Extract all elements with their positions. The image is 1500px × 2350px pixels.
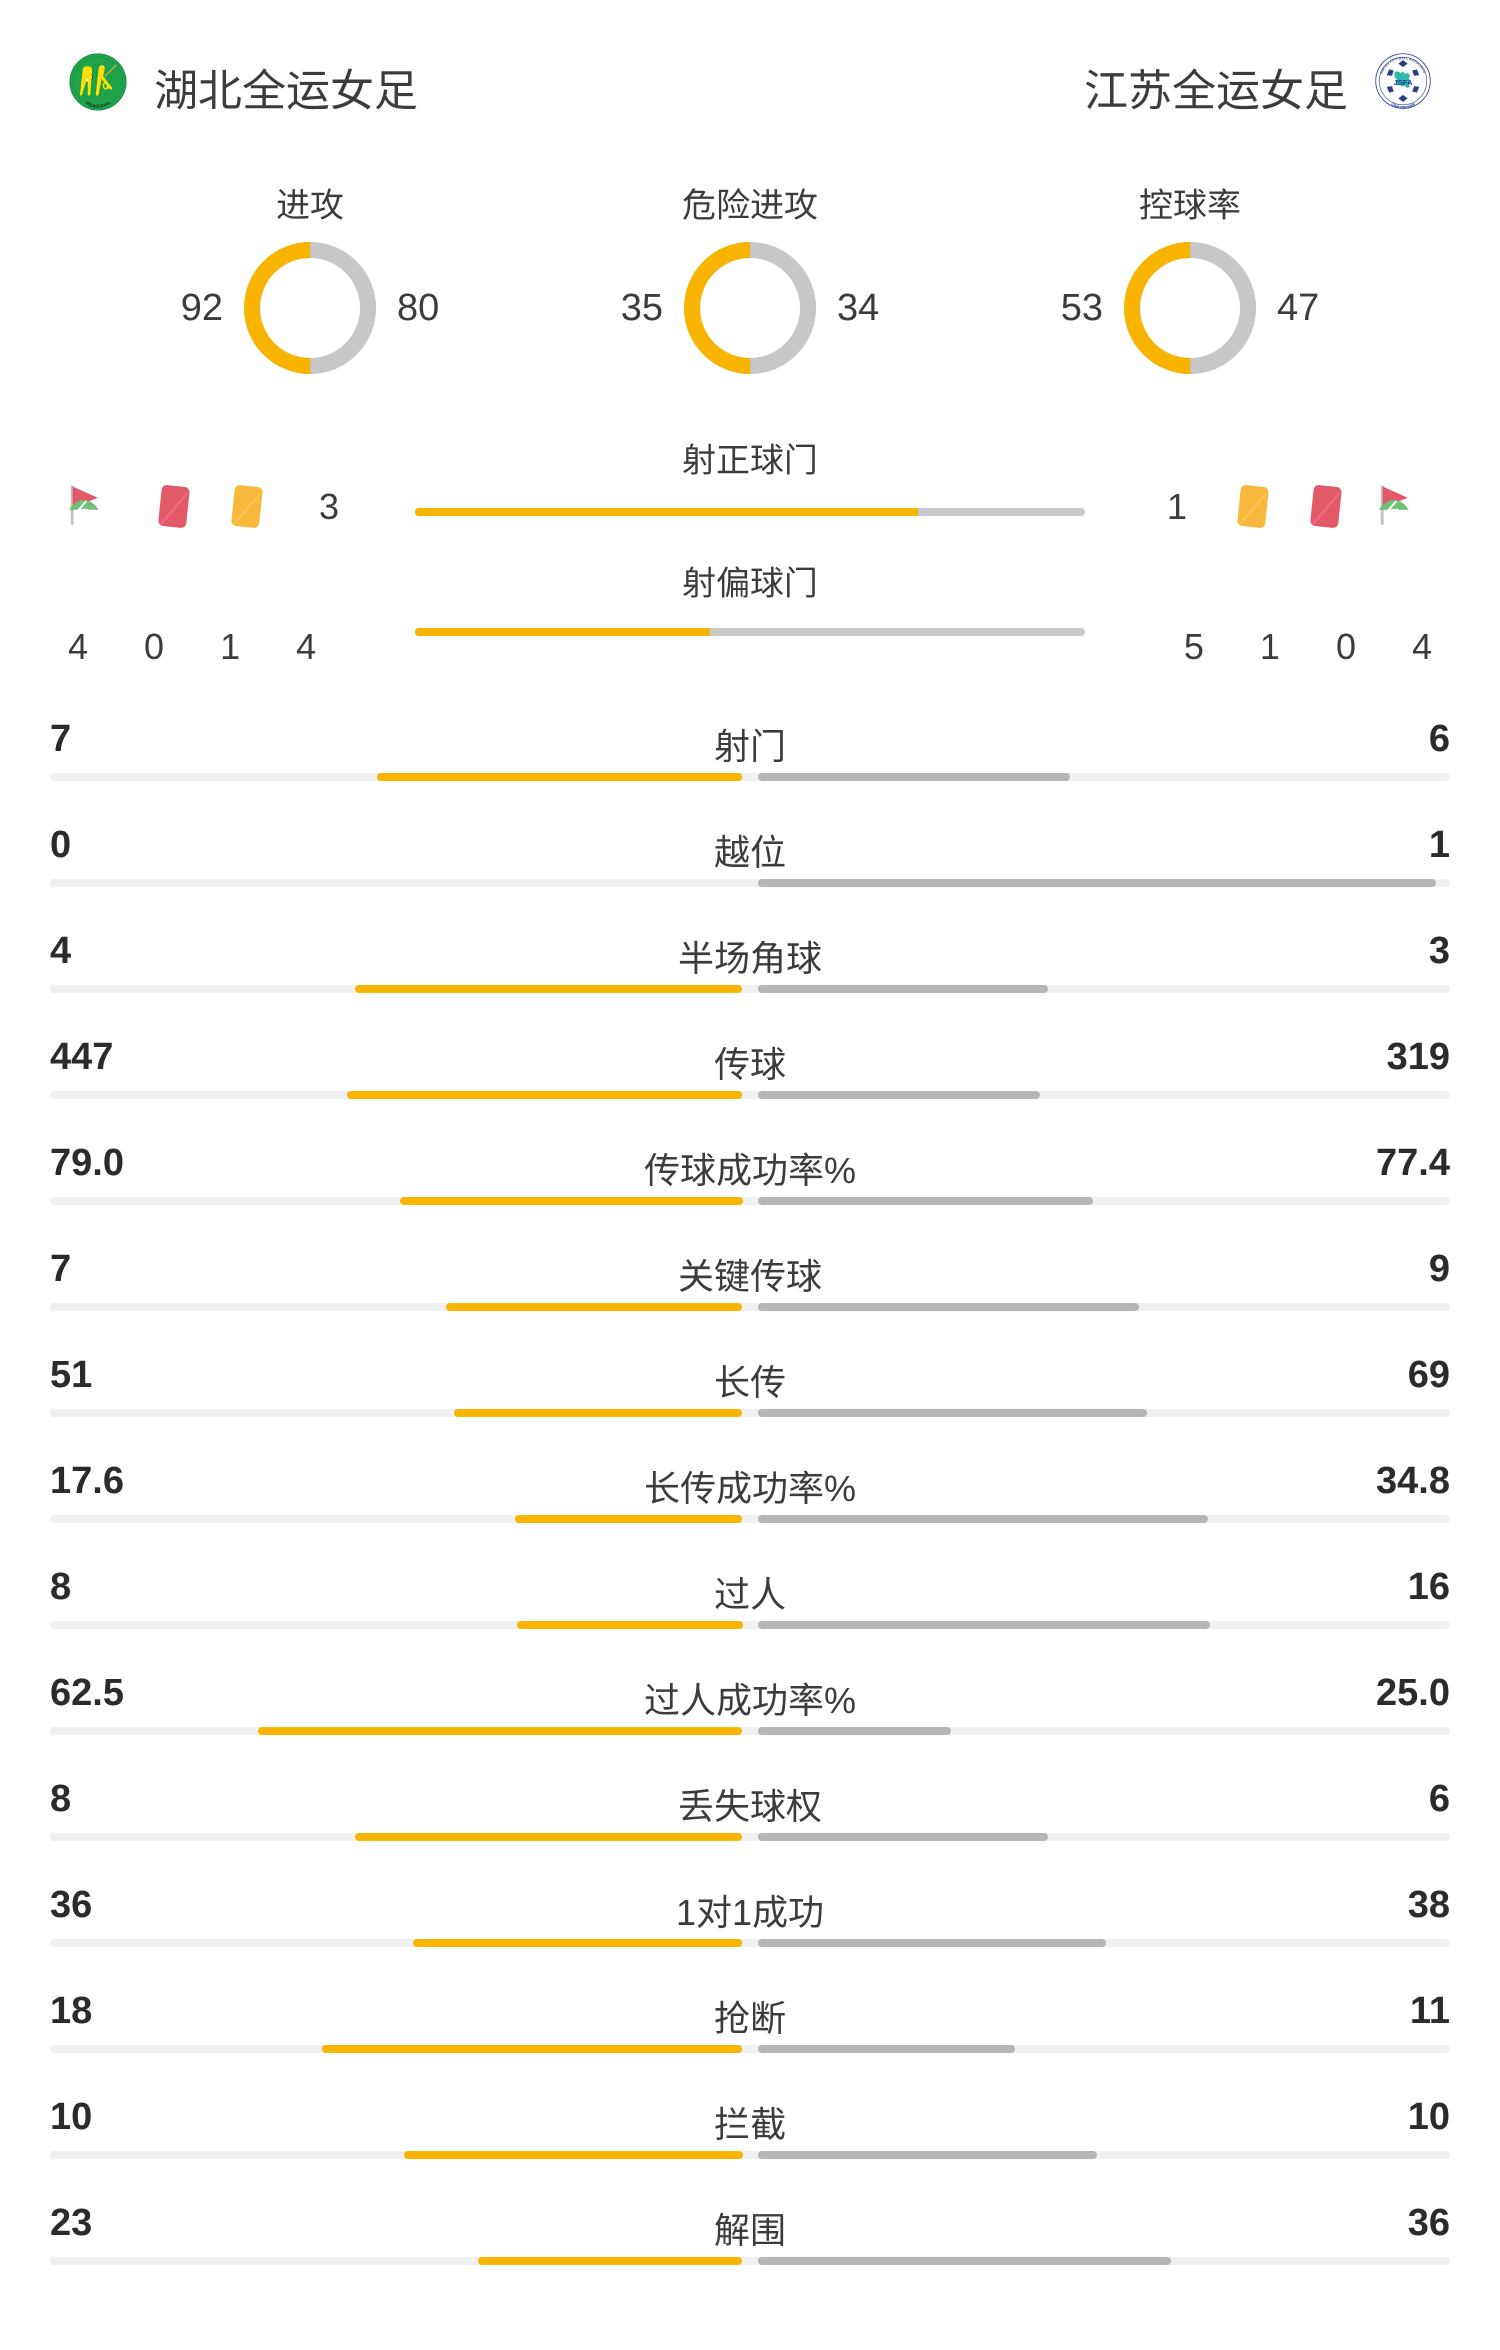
svg-text:JSFA: JSFA [1394, 78, 1413, 87]
